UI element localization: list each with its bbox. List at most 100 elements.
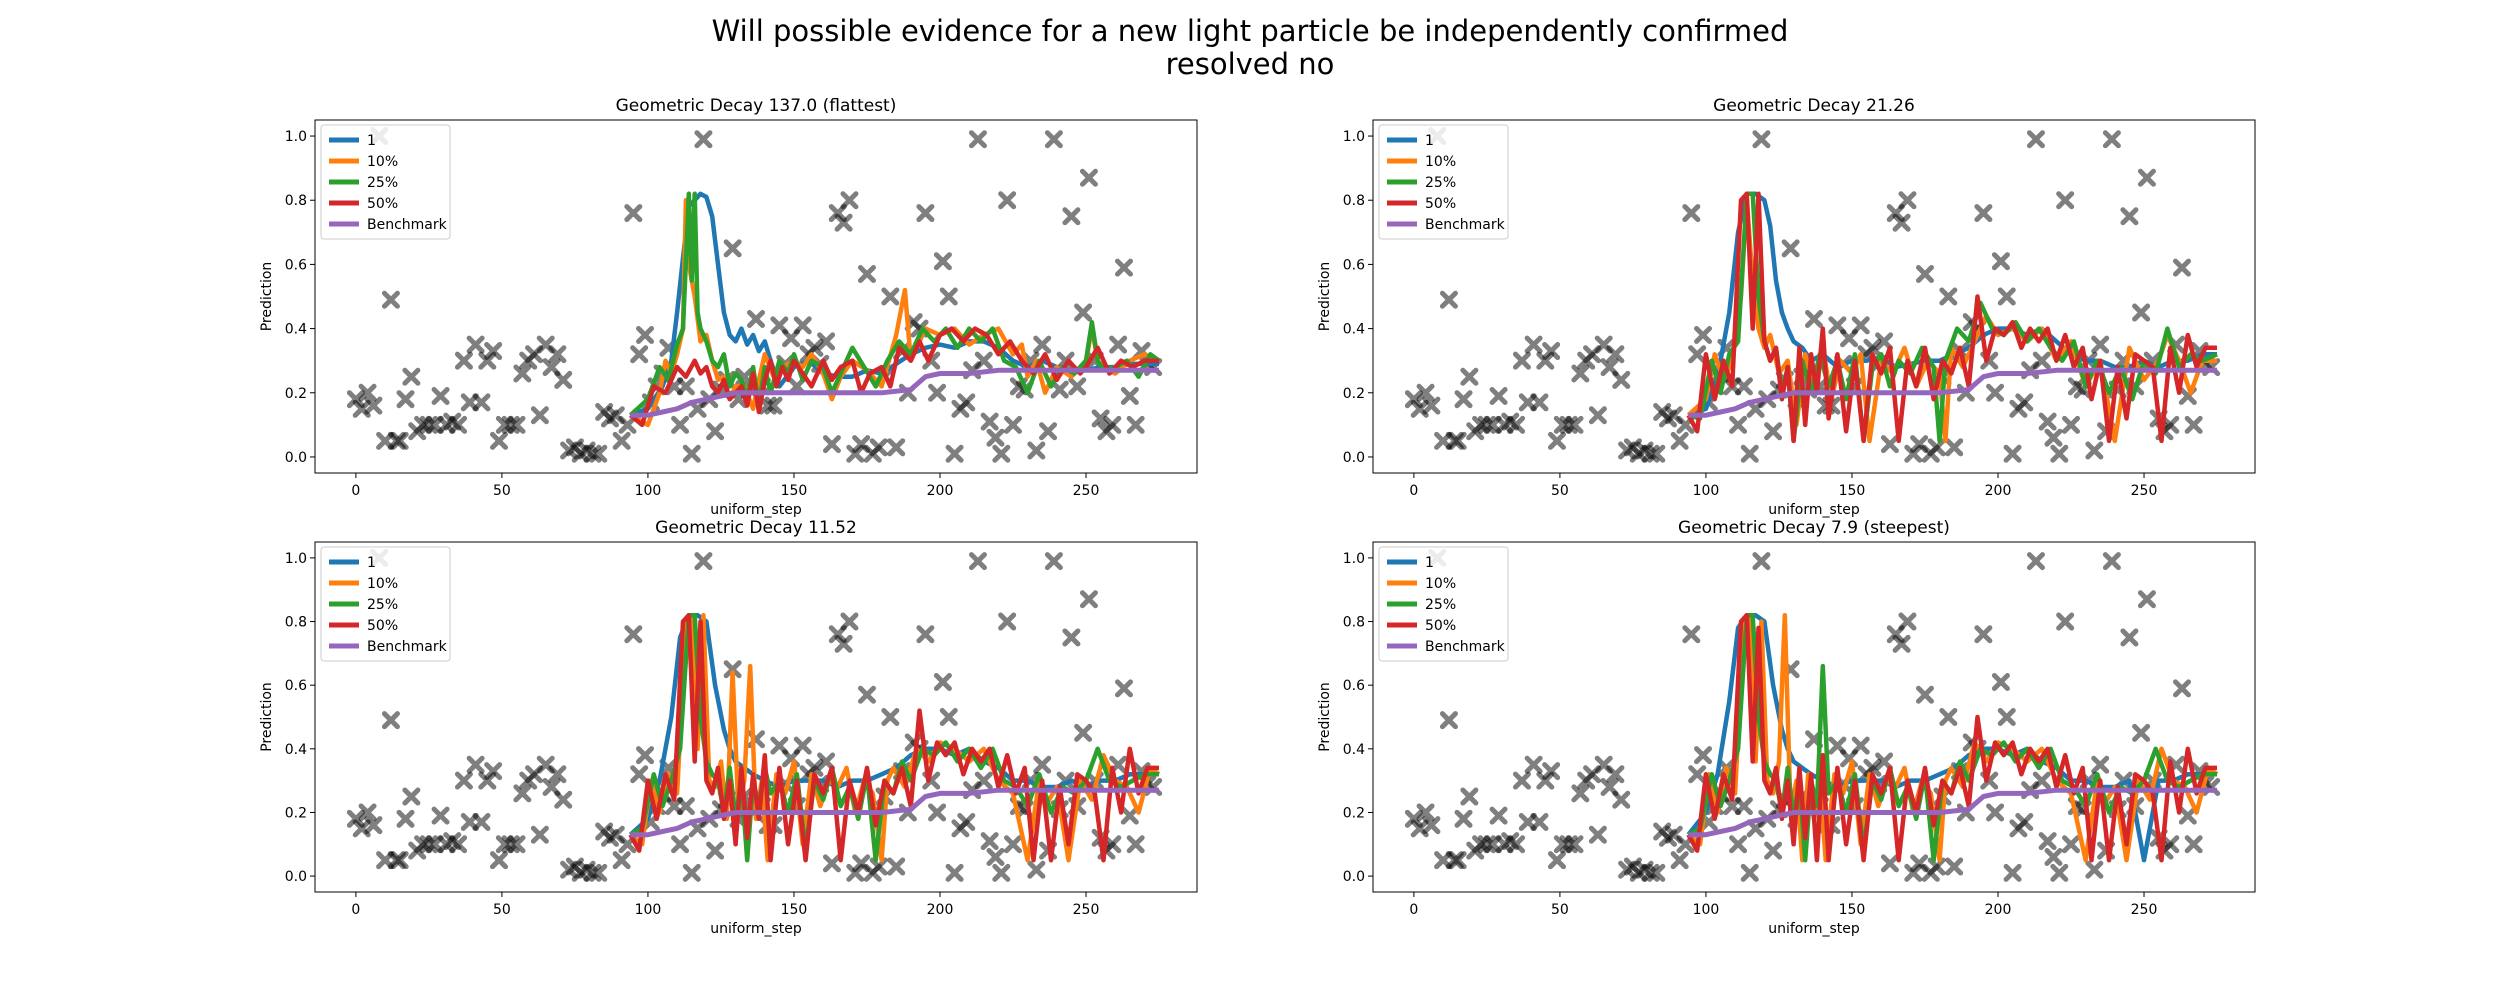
y-tick-label: 0.2 <box>285 805 307 821</box>
x-tick-label: 200 <box>1985 902 2012 918</box>
x-tick-label: 250 <box>1073 902 1100 918</box>
x-marker <box>630 345 649 364</box>
legend: 1 10% 25% 50% Benchmark <box>320 124 451 240</box>
series-line-benchmark <box>630 787 1159 838</box>
x-tick-label: 0 <box>1409 483 1418 499</box>
legend-box <box>320 546 451 662</box>
x-marker <box>2056 191 2075 210</box>
x-marker <box>507 835 526 854</box>
x-marker <box>364 396 383 415</box>
x-marker <box>992 863 1011 882</box>
x-marker <box>1670 431 1689 450</box>
x-marker <box>1986 803 2005 822</box>
x-marker <box>589 444 608 463</box>
x-tick-label: 100 <box>635 483 662 499</box>
x-marker <box>2137 590 2156 609</box>
y-axis-label: Prediction <box>1317 262 1333 332</box>
x-marker <box>2137 168 2156 187</box>
x-marker <box>1688 345 1707 364</box>
x-marker <box>396 809 415 828</box>
x-tick-label: 250 <box>2131 483 2158 499</box>
x-marker <box>2120 207 2139 226</box>
x-marker <box>694 552 713 571</box>
x-marker <box>1079 168 1098 187</box>
x-marker <box>939 708 958 726</box>
x-marker <box>1536 771 1555 790</box>
x-marker <box>887 857 906 876</box>
x-marker <box>381 711 400 730</box>
x-marker <box>636 326 655 345</box>
x-marker <box>928 383 947 402</box>
x-marker <box>513 784 532 803</box>
x-marker <box>624 625 643 644</box>
x-marker <box>1612 370 1631 389</box>
y-tick-label: 0.4 <box>1343 322 1365 338</box>
x-marker <box>1524 335 1543 354</box>
x-marker <box>1997 708 2016 726</box>
legend-box <box>1378 124 1509 240</box>
y-axis-label: Prediction <box>259 682 275 752</box>
x-marker <box>1606 345 1625 364</box>
x-tick-label: 50 <box>493 902 511 918</box>
y-tick-label: 0.6 <box>285 678 307 694</box>
legend-box <box>1378 546 1509 662</box>
subplot-title: Geometric Decay 11.52 <box>655 518 857 538</box>
x-marker <box>1507 415 1526 434</box>
x-marker <box>2102 130 2121 149</box>
legend-label: 50% <box>1425 618 1456 634</box>
x-marker <box>1571 784 1590 803</box>
x-marker <box>2172 258 2191 277</box>
x-marker <box>957 813 976 831</box>
x-marker <box>869 438 888 457</box>
x-marker <box>1945 438 1964 457</box>
legend-label: 25% <box>1425 597 1456 613</box>
x-marker <box>1126 835 1145 854</box>
x-marker <box>1039 422 1058 441</box>
x-marker <box>589 863 608 882</box>
x-marker <box>2091 335 2110 354</box>
series-line-50pct <box>628 612 1159 863</box>
x-marker <box>1416 803 1435 822</box>
x-marker <box>2032 351 2051 370</box>
series-line-50pct <box>628 326 1159 428</box>
x-marker <box>624 204 643 223</box>
x-marker <box>346 809 365 828</box>
figure-title-line2: resolved no <box>1166 47 1335 81</box>
x-marker <box>1536 351 1555 370</box>
legend-label: Benchmark <box>1425 217 1506 233</box>
y-tick-label: 1.0 <box>285 129 307 145</box>
x-tick-label: 0 <box>351 902 360 918</box>
x-marker <box>1939 287 1958 306</box>
x-marker <box>974 771 993 790</box>
x-marker <box>2178 806 2197 825</box>
series-line-one <box>629 191 1159 418</box>
y-tick-label: 0.6 <box>1343 257 1365 273</box>
legend-label: 10% <box>1425 576 1456 592</box>
x-marker <box>881 287 900 306</box>
x-marker <box>1454 809 1473 828</box>
x-marker <box>933 673 952 691</box>
x-marker <box>2026 552 2045 571</box>
x-marker <box>1588 406 1607 425</box>
x-marker <box>1027 441 1046 460</box>
x-marker <box>402 367 421 386</box>
y-tick-label: 1.0 <box>1343 551 1365 567</box>
x-marker <box>933 252 952 271</box>
x-marker <box>1588 825 1607 844</box>
x-tick-label: 150 <box>1839 483 1866 499</box>
x-marker <box>489 431 508 450</box>
y-tick-label: 0.8 <box>1343 615 1365 631</box>
x-marker <box>706 841 725 860</box>
subplot-11-52: Geometric Decay 11.52 0 50 100 150 200 250 0.0 0… <box>259 518 1198 937</box>
x-marker <box>887 438 906 457</box>
x-marker <box>1863 758 1882 777</box>
x-marker <box>1880 854 1899 873</box>
x-marker <box>1764 422 1783 441</box>
x-marker <box>2085 860 2104 879</box>
x-marker <box>817 332 836 351</box>
x-marker <box>723 660 742 679</box>
x-marker <box>618 415 637 434</box>
y-tick-label: 1.0 <box>1343 129 1365 145</box>
x-marker <box>1851 316 1870 335</box>
